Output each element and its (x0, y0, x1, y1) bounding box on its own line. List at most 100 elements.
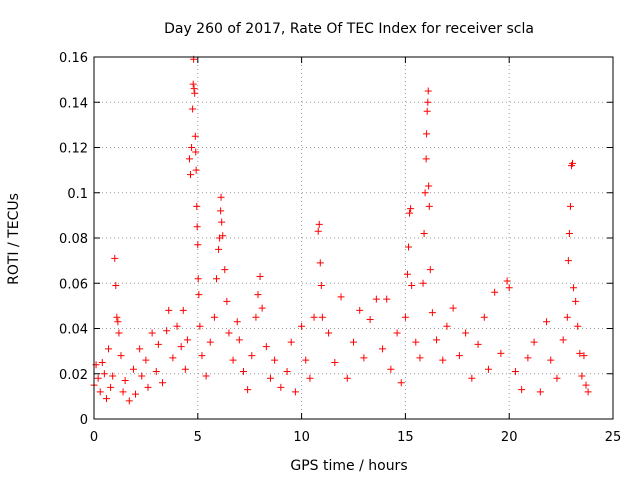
data-point (424, 98, 432, 106)
data-point (188, 144, 196, 151)
data-point (425, 182, 433, 190)
data-point (191, 89, 199, 97)
x-tick-label: 15 (397, 430, 414, 445)
plot-frame (93, 56, 614, 420)
data-point (235, 336, 243, 344)
data-point (530, 338, 538, 346)
data-point (570, 284, 578, 292)
data-point (152, 367, 160, 375)
data-point (401, 313, 409, 321)
data-point (190, 85, 198, 93)
data-point (258, 304, 266, 312)
data-point (455, 352, 463, 360)
y-tick-label: 0.16 (59, 51, 88, 66)
data-point (416, 354, 424, 362)
data-point (563, 313, 571, 321)
data-point (252, 313, 260, 321)
data-point (189, 105, 197, 113)
data-point (449, 304, 457, 312)
chart-title: Day 260 of 2017, Rate Of TEC Index for r… (164, 21, 534, 37)
data-point (193, 223, 201, 231)
data-point (403, 270, 411, 278)
data-point (138, 372, 146, 380)
data-point (553, 374, 561, 382)
data-point (302, 356, 310, 364)
data-point (306, 374, 314, 382)
data-point (360, 354, 368, 362)
data-point (217, 207, 225, 215)
data-point (462, 329, 470, 337)
data-point (331, 358, 339, 366)
data-point (424, 87, 432, 95)
y-tick-label: 0.14 (59, 96, 88, 111)
data-point (524, 354, 532, 362)
data-point (102, 395, 110, 403)
data-point (119, 388, 127, 396)
x-tick-label: 0 (90, 430, 98, 445)
data-point (111, 254, 119, 262)
data-point (518, 386, 526, 394)
data-point (183, 336, 191, 344)
data-point (148, 329, 156, 337)
data-point (185, 155, 193, 163)
data-point (142, 356, 150, 364)
data-point (314, 227, 322, 235)
data-point (337, 293, 345, 301)
data-point (511, 367, 519, 375)
data-point (420, 229, 428, 237)
data-point (129, 365, 137, 373)
data-point (439, 356, 447, 364)
data-point (219, 232, 227, 240)
data-point (379, 345, 387, 353)
data-point (505, 284, 513, 292)
y-tick-label: 0.06 (59, 277, 88, 292)
data-point (423, 130, 431, 138)
data-point (107, 383, 115, 391)
data-point (195, 291, 203, 299)
data-point (96, 388, 104, 396)
data-point (218, 218, 226, 226)
data-point (181, 365, 189, 373)
data-point (325, 329, 333, 337)
data-point (212, 275, 220, 283)
data-point (584, 388, 592, 396)
data-point (350, 338, 357, 346)
data-point (491, 288, 499, 296)
data-point (114, 318, 122, 326)
data-point (468, 374, 476, 382)
data-point (576, 349, 584, 357)
data-point (132, 390, 140, 398)
data-point (343, 374, 351, 382)
data-point (318, 313, 326, 321)
data-point (94, 374, 102, 382)
y-tick-label: 0 (80, 413, 88, 428)
data-point (503, 277, 511, 285)
data-point (421, 189, 429, 197)
data-point (105, 345, 113, 353)
data-point (254, 291, 262, 299)
x-tick-label: 25 (605, 430, 622, 445)
data-point (233, 318, 241, 326)
data-point (426, 266, 434, 274)
data-point (317, 282, 325, 290)
data-point (117, 352, 125, 360)
data-point (229, 356, 237, 364)
data-point (113, 313, 121, 321)
data-point (177, 343, 185, 351)
data-point (480, 313, 488, 321)
data-point (291, 388, 299, 396)
y-tick-label: 0.02 (59, 368, 88, 383)
data-point (217, 193, 225, 201)
data-point (474, 340, 482, 348)
data-point (484, 365, 492, 373)
data-point (397, 379, 405, 387)
data-point (125, 397, 133, 405)
data-point (406, 209, 414, 217)
data-point (298, 322, 306, 330)
data-point (565, 229, 573, 237)
y-tick-label: 0.04 (59, 323, 88, 338)
data-point (566, 202, 574, 210)
data-point (210, 313, 218, 321)
data-points (90, 55, 592, 405)
